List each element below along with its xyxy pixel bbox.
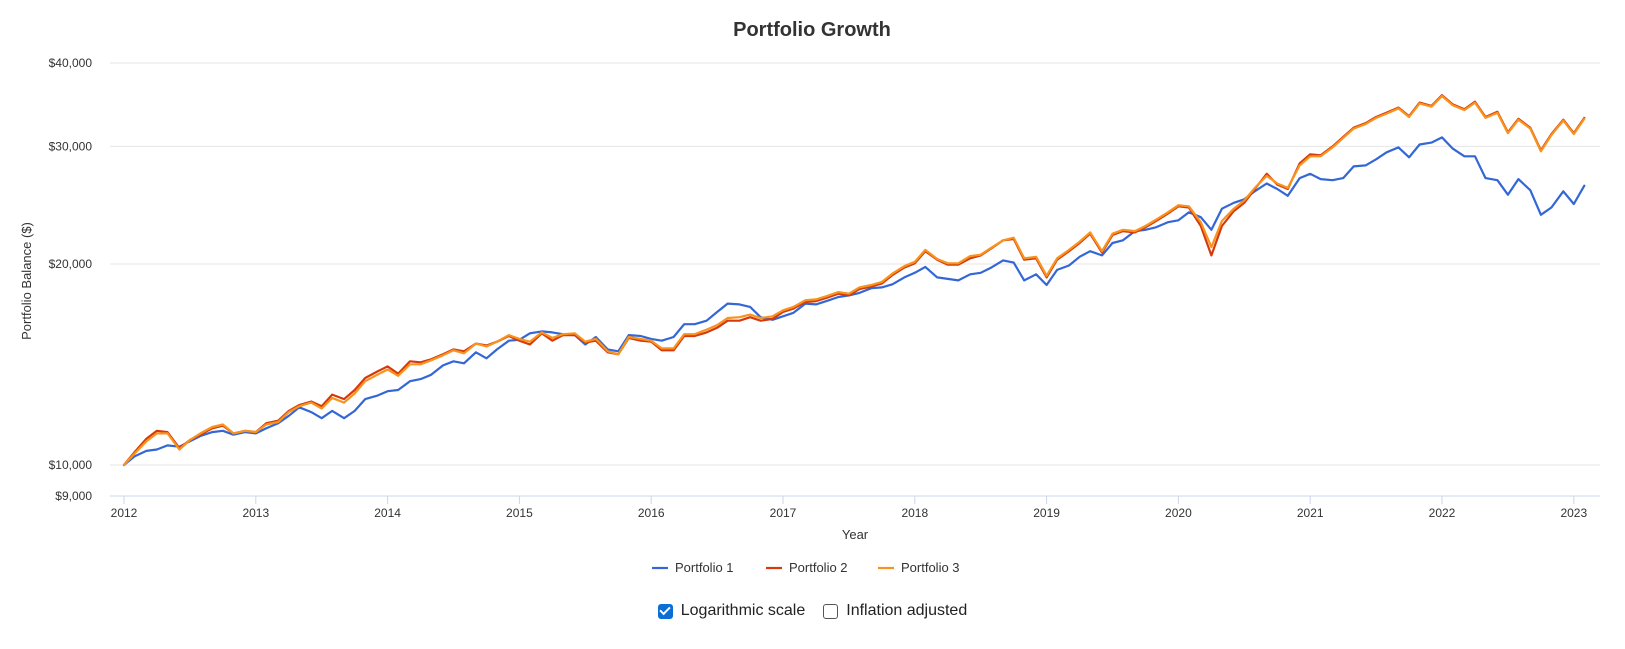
inflation-adjusted-label: Inflation adjusted [846, 602, 968, 619]
x-tick-label: 2016 [638, 506, 665, 520]
x-tick-label: 2015 [506, 506, 533, 520]
log-scale-toggle[interactable]: Logarithmic scale [657, 602, 806, 620]
x-tick-label: 2017 [770, 506, 797, 520]
legend-item-portfolio-1[interactable]: Portfolio 1 [652, 560, 734, 575]
grid-lines [110, 62, 1600, 466]
x-axis-title: Year [842, 527, 869, 542]
legend-label: Portfolio 1 [675, 560, 734, 575]
inflation-adjusted-checkbox[interactable] [823, 603, 839, 619]
series-lines [122, 94, 1586, 467]
y-tick-label: $9,000 [55, 489, 92, 503]
legend-label: Portfolio 3 [901, 560, 960, 575]
y-tick-label: $40,000 [49, 56, 93, 70]
inflation-adjusted-toggle[interactable]: Inflation adjusted [823, 602, 967, 620]
log-scale-checkbox[interactable] [657, 603, 673, 619]
x-tick-label: 2020 [1165, 506, 1192, 520]
y-axis-ticks: $9,000 $10,000 $20,000 $30,000 $40,000 [49, 56, 93, 503]
legend-label: Portfolio 2 [789, 560, 848, 575]
x-tick-label: 2018 [901, 506, 928, 520]
y-tick-label: $30,000 [49, 139, 93, 153]
y-tick-label: $20,000 [49, 257, 93, 271]
x-tick-label: 2019 [1033, 506, 1060, 520]
chart-title: Portfolio Growth [733, 19, 891, 41]
chart-options: Logarithmic scale Inflation adjusted [0, 602, 1625, 620]
legend-item-portfolio-2[interactable]: Portfolio 2 [766, 560, 848, 575]
y-axis-title: Portfolio Balance ($) [19, 222, 34, 340]
legend: Portfolio 1 Portfolio 2 Portfolio 3 [652, 560, 960, 575]
series-line-portfolio-1[interactable] [122, 136, 1586, 467]
log-scale-label: Logarithmic scale [680, 602, 806, 619]
x-tick-label: 2022 [1429, 506, 1456, 520]
check-mark-icon [659, 603, 671, 616]
series-line-portfolio-2[interactable] [122, 94, 1586, 467]
series-line-portfolio-3[interactable] [122, 94, 1586, 467]
x-tick-label: 2023 [1560, 506, 1587, 520]
portfolio-growth-chart: Portfolio Growth 2012 2013 2014 2015 2016 201… [19, 19, 1600, 575]
x-tick-label: 2012 [111, 506, 138, 520]
y-tick-label: $10,000 [49, 458, 93, 472]
legend-item-portfolio-3[interactable]: Portfolio 3 [878, 560, 960, 575]
x-tick-label: 2013 [242, 506, 269, 520]
x-tick-label: 2021 [1297, 506, 1324, 520]
x-axis-ticks: 2012 2013 2014 2015 2016 2017 2018 2019 2020 2021… [111, 496, 1587, 520]
x-tick-label: 2014 [374, 506, 401, 520]
